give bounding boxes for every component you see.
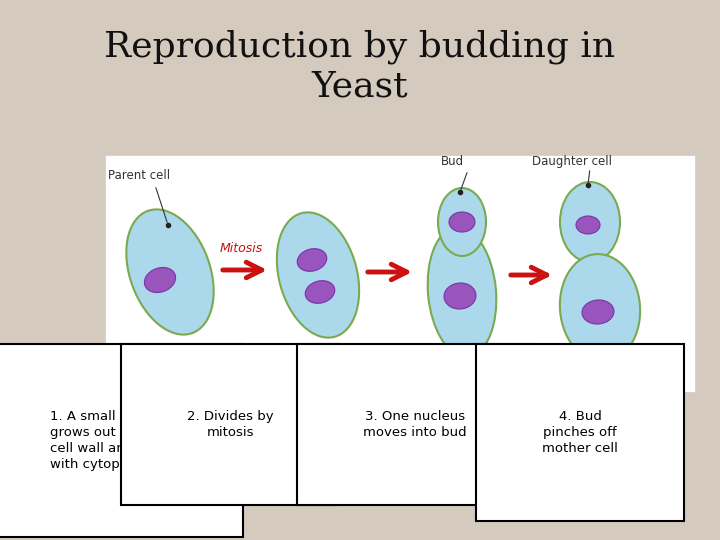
Text: 2. Divides by
mitosis: 2. Divides by mitosis bbox=[186, 410, 274, 439]
Text: Parent cell: Parent cell bbox=[108, 169, 170, 182]
Ellipse shape bbox=[428, 227, 496, 357]
Ellipse shape bbox=[582, 300, 614, 324]
Ellipse shape bbox=[449, 212, 475, 232]
Text: 3. One nucleus
moves into bud: 3. One nucleus moves into bud bbox=[363, 410, 467, 439]
Text: 1. A small bubble
grows out from the
cell wall and fills
with cytoplasm: 1. A small bubble grows out from the cel… bbox=[50, 410, 177, 471]
Text: Mitosis: Mitosis bbox=[220, 241, 264, 254]
Ellipse shape bbox=[145, 267, 176, 293]
Text: Reproduction by budding in
Yeast: Reproduction by budding in Yeast bbox=[104, 30, 616, 104]
FancyBboxPatch shape bbox=[105, 155, 695, 392]
Ellipse shape bbox=[560, 182, 620, 262]
Text: 4. Bud
pinches off
mother cell: 4. Bud pinches off mother cell bbox=[542, 410, 618, 455]
Ellipse shape bbox=[576, 216, 600, 234]
Ellipse shape bbox=[560, 254, 640, 362]
Text: Bud: Bud bbox=[441, 155, 464, 168]
Ellipse shape bbox=[297, 249, 327, 271]
Ellipse shape bbox=[126, 210, 214, 335]
Text: Daughter cell: Daughter cell bbox=[532, 155, 612, 168]
Ellipse shape bbox=[277, 212, 359, 338]
Ellipse shape bbox=[444, 283, 476, 309]
Ellipse shape bbox=[305, 281, 335, 303]
Ellipse shape bbox=[438, 188, 486, 256]
